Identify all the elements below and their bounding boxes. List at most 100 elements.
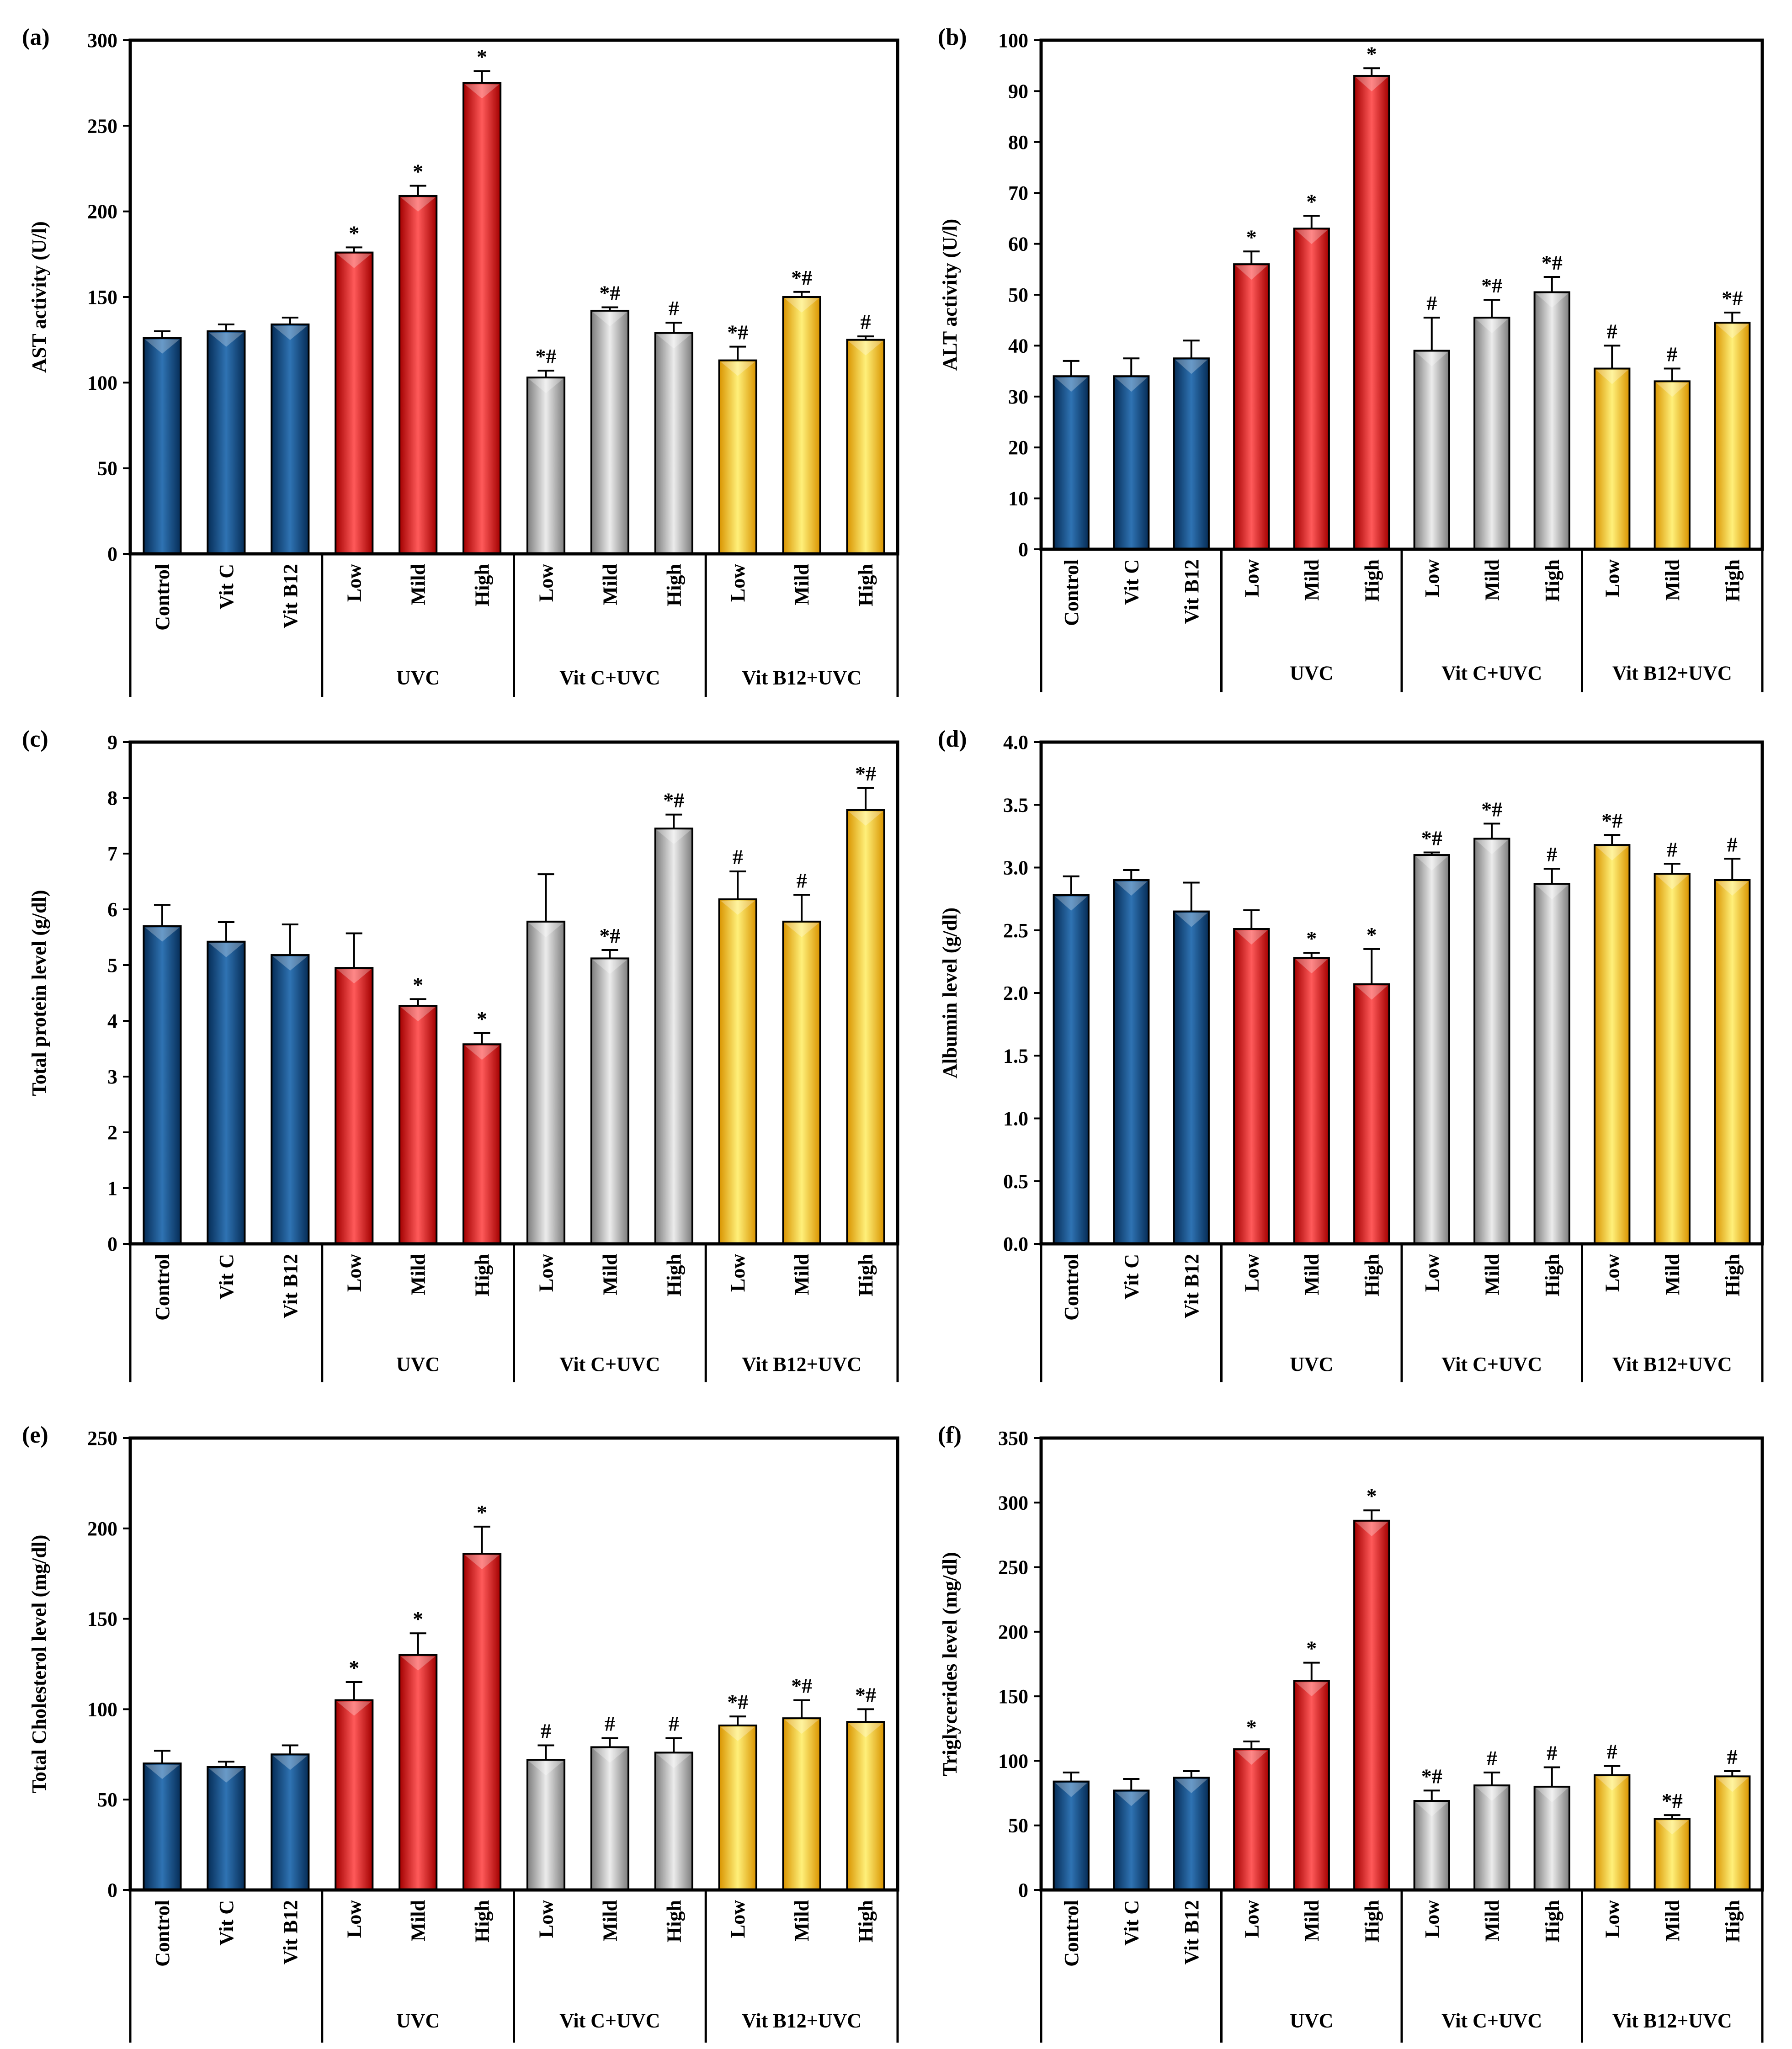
bar <box>718 359 757 555</box>
bar-low: * <box>335 1656 374 1891</box>
category-label: Mild <box>791 1900 813 1941</box>
bar-bevel <box>209 1768 244 1783</box>
bar-high: * <box>462 1007 502 1245</box>
bar <box>335 251 374 555</box>
category-label: High <box>1361 1254 1383 1296</box>
y-tick-label: 250 <box>87 115 117 137</box>
bar-high: # <box>1533 1741 1570 1891</box>
bar <box>1654 873 1691 1245</box>
y-tick-label: 2 <box>107 1121 117 1144</box>
category-label: Control <box>1060 1254 1083 1321</box>
y-tick-label: 0 <box>1018 1879 1028 1901</box>
significance-mark: *# <box>599 281 620 304</box>
category-label: Control <box>1060 559 1083 626</box>
bar-vit-c <box>207 921 246 1245</box>
bar-mild: * <box>399 973 438 1245</box>
bar-high: *# <box>1714 287 1751 551</box>
category-label: Vit B12 <box>279 1254 302 1318</box>
bar-low: *# <box>526 345 566 555</box>
bar-mild: # <box>1473 1746 1510 1891</box>
group-label: UVC <box>396 666 440 689</box>
bar-high: *# <box>1533 251 1570 550</box>
y-tick-label: 200 <box>998 1621 1028 1643</box>
group-label: Vit B12+UVC <box>742 1353 861 1375</box>
y-tick-label: 350 <box>998 1427 1028 1449</box>
group-label: Vit C+UVC <box>1441 1353 1542 1375</box>
category-label: Mild <box>599 564 621 605</box>
bar-low: # <box>718 845 757 1245</box>
y-tick-label: 200 <box>87 1518 117 1540</box>
bar-mild: * <box>399 1607 438 1891</box>
bar-mild: # <box>590 1712 629 1891</box>
bar-bevel <box>720 901 755 915</box>
bar-bevel <box>528 379 564 393</box>
bar-bevel <box>401 1656 436 1671</box>
y-tick-label: 1.0 <box>1003 1108 1028 1130</box>
bar-high: *# <box>846 1683 885 1891</box>
y-tick-label: 0 <box>107 543 117 565</box>
bar <box>1473 317 1510 550</box>
y-tick-label: 0.5 <box>1003 1170 1028 1193</box>
chart-panel-f: (f) Triglycerides level (mg/dl) 0 50 100 150 2… <box>938 1422 1764 2043</box>
significance-mark: * <box>1306 1637 1317 1660</box>
y-tick-label: 80 <box>1008 131 1028 154</box>
bar <box>718 1725 757 1891</box>
significance-mark: * <box>1246 225 1257 249</box>
bar <box>1353 74 1390 551</box>
bar-bevel <box>145 927 180 942</box>
bar-mild: * <box>399 159 438 555</box>
category-label: Mild <box>791 564 813 605</box>
significance-mark: # <box>1547 843 1557 866</box>
y-tick-label: 2.5 <box>1003 919 1028 942</box>
y-tick-label: 10 <box>1008 488 1028 510</box>
bar <box>1173 910 1210 1245</box>
category-label: Mild <box>1301 1900 1323 1941</box>
bar-control <box>1053 1771 1090 1891</box>
significance-mark: # <box>669 1712 679 1736</box>
bar <box>846 1721 885 1891</box>
bar-mild: *# <box>1473 274 1510 550</box>
bar-bevel <box>401 197 436 212</box>
bar-high: # <box>1714 1745 1751 1891</box>
y-axis-label: AST activity (U/l) <box>28 221 50 373</box>
y-tick-label: 8 <box>107 787 117 809</box>
bar-vit-b12 <box>271 923 310 1245</box>
category-label: High <box>663 1254 685 1296</box>
bar <box>1173 1777 1210 1891</box>
bar-high: * <box>462 45 502 555</box>
bar-bevel <box>1415 1802 1448 1817</box>
bar-high: *# <box>654 789 693 1245</box>
bar-low: * <box>1233 1715 1270 1891</box>
y-axis-label: Triglycerides level (mg/dl) <box>939 1552 961 1776</box>
group-label: Vit C+UVC <box>559 1353 660 1375</box>
category-label: Vit C <box>1120 559 1143 605</box>
category-label: Mild <box>1661 1900 1684 1941</box>
y-tick-label: 6 <box>107 898 117 921</box>
significance-mark: *# <box>1421 827 1442 850</box>
bar <box>1714 1775 1751 1891</box>
category-label: Vit B12 <box>1180 1900 1203 1964</box>
category-label: Mild <box>1481 1254 1503 1295</box>
category-label: Low <box>1601 559 1623 597</box>
bar-vit-c <box>207 323 246 555</box>
category-label: Low <box>343 1254 366 1292</box>
bar <box>207 1766 246 1891</box>
bar-bevel <box>1656 382 1688 397</box>
category-label: High <box>855 564 877 606</box>
significance-mark: *# <box>1601 809 1622 832</box>
bar-bevel <box>1716 1778 1749 1792</box>
bar-bevel <box>592 312 627 326</box>
bar-control <box>143 904 182 1245</box>
bar-bevel <box>273 956 308 971</box>
y-tick-label: 100 <box>998 1750 1028 1772</box>
panel-label: (c) <box>22 726 48 752</box>
bar-low: *# <box>718 1690 757 1891</box>
category-label: Low <box>343 564 366 602</box>
group-label: Vit B12+UVC <box>742 666 861 689</box>
category-label: Mild <box>1661 1254 1684 1295</box>
category-label: Low <box>1240 1900 1263 1938</box>
category-label: Mild <box>1301 1254 1323 1295</box>
bar-high: * <box>1353 1484 1390 1891</box>
category-label: Mild <box>1661 559 1684 600</box>
category-label: Low <box>1240 559 1263 597</box>
